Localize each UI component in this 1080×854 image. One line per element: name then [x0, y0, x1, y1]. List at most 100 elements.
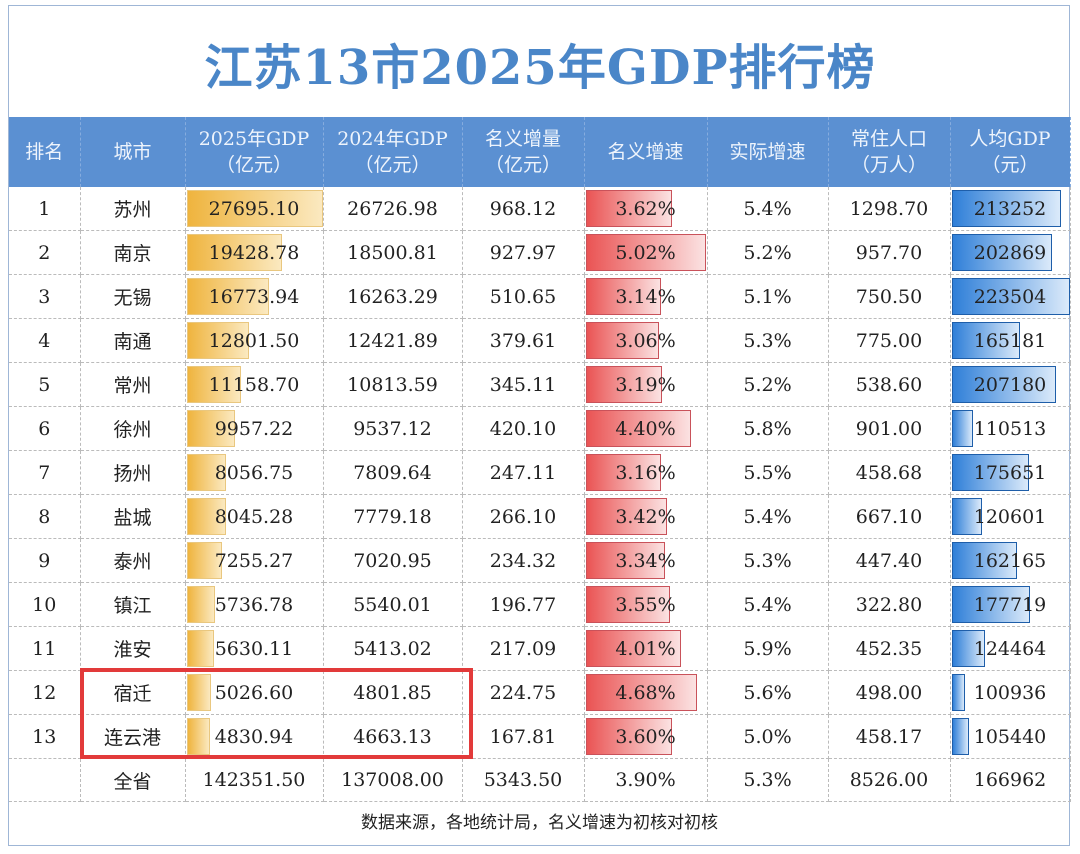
cell-value: 3.16%	[615, 461, 676, 484]
cell-value: 8045.28	[214, 505, 294, 528]
cell-value: 9957.22	[214, 417, 294, 440]
cell-value: 5.02%	[615, 241, 676, 264]
cell-value: 100936	[973, 681, 1047, 704]
cell-gdp-2024: 18500.81	[323, 230, 463, 275]
cell-value: 16773.94	[208, 285, 300, 308]
cell-value: 泰州	[113, 551, 152, 573]
cell-gdp-2024: 5540.01	[323, 582, 463, 627]
cell-value: 3.34%	[615, 549, 676, 572]
cell-rank: 6	[9, 406, 81, 451]
cell-value: 扬州	[113, 463, 152, 485]
cell-value: 11158.70	[208, 373, 300, 396]
cell-value: 538.60	[855, 373, 923, 396]
cell-value: 12	[32, 681, 57, 704]
cell-city: 连云港	[80, 714, 186, 759]
cell-population: 750.50	[828, 274, 951, 319]
cell-real-growth: 5.9%	[707, 626, 829, 671]
column-header-population: 常住人口 （万人）	[828, 117, 951, 187]
data-bar	[585, 498, 668, 535]
data-bar	[585, 674, 698, 711]
cell-nominal-increase: 224.75	[462, 670, 585, 715]
cell-value: 5.0%	[743, 725, 792, 748]
cell-gdp-2025: 8045.28	[185, 494, 324, 539]
cell-nominal-growth: 3.19%	[584, 362, 708, 407]
cell-value: 12801.50	[208, 329, 300, 352]
data-bar	[585, 234, 706, 271]
cell-real-growth: 5.8%	[707, 406, 829, 451]
cell-gdp-2024: 7020.95	[323, 538, 463, 583]
table-row: 10 镇江 5736.78 5540.01 196.77 3.55% 5.4% 322.80 1…	[9, 582, 1071, 627]
cell-gdp-per-capita: 110513	[950, 406, 1071, 451]
data-bar	[951, 586, 1031, 623]
cell-gdp-2024: 137008.00	[323, 758, 463, 802]
cell-value: 苏州	[113, 199, 152, 221]
cell-gdp-2025: 4830.94	[185, 714, 324, 759]
cell-nominal-increase: 196.77	[462, 582, 585, 627]
data-bar	[951, 718, 969, 755]
table-row: 8 盐城 8045.28 7779.18 266.10 3.42% 5.4% 667.10 12…	[9, 494, 1071, 539]
cell-value: 266.10	[489, 505, 557, 528]
cell-value: 196.77	[489, 593, 557, 616]
cell-value: 8056.75	[214, 461, 294, 484]
cell-nominal-increase: 266.10	[462, 494, 585, 539]
cell-value: 10813.59	[347, 373, 438, 396]
cell-gdp-per-capita: 100936	[950, 670, 1071, 715]
cell-value: 207180	[973, 373, 1047, 396]
cell-value: 连云港	[103, 727, 161, 749]
cell-value: 105440	[973, 725, 1047, 748]
cell-value: 224.75	[489, 681, 557, 704]
cell-value: 4830.94	[214, 725, 294, 748]
cell-value: 27695.10	[208, 197, 300, 220]
cell-gdp-2024: 4663.13	[323, 714, 463, 759]
cell-rank: 1	[9, 187, 81, 231]
cell-gdp-per-capita: 120601	[950, 494, 1071, 539]
cell-real-growth: 5.1%	[707, 274, 829, 319]
cell-rank: 2	[9, 230, 81, 275]
data-bar	[186, 498, 226, 535]
cell-population: 498.00	[828, 670, 951, 715]
table-row: 1 苏州 27695.10 26726.98 968.12 3.62% 5.4% 1298.7…	[9, 187, 1071, 231]
cell-nominal-growth: 4.68%	[584, 670, 708, 715]
cell-value: 167.81	[489, 725, 557, 748]
cell-city: 扬州	[80, 450, 186, 495]
cell-value: 379.61	[489, 329, 557, 352]
column-header-nominal-growth: 名义增速	[584, 117, 708, 187]
cell-gdp-2024: 5413.02	[323, 626, 463, 671]
cell-nominal-increase: 217.09	[462, 626, 585, 671]
cell-value: 234.32	[489, 549, 557, 572]
cell-value: 3.55%	[615, 593, 676, 616]
cell-value: 5.2%	[743, 241, 792, 264]
cell-value: 5.3%	[743, 329, 792, 352]
cell-gdp-2025: 12801.50	[185, 318, 324, 363]
cell-value: 458.68	[855, 461, 923, 484]
cell-value: 5736.78	[214, 593, 294, 616]
cell-gdp-per-capita: 177719	[950, 582, 1071, 627]
cell-value: 盐城	[113, 507, 152, 529]
cell-gdp-2024: 12421.89	[323, 318, 463, 363]
column-header-nominal-increase: 名义增量 （亿元）	[462, 117, 585, 187]
cell-nominal-growth: 3.55%	[584, 582, 708, 627]
cell-nominal-increase: 927.97	[462, 230, 585, 275]
cell-value: 13	[32, 725, 57, 748]
cell-nominal-increase: 510.65	[462, 274, 585, 319]
cell-nominal-increase: 345.11	[462, 362, 585, 407]
cell-gdp-2024: 7779.18	[323, 494, 463, 539]
cell-value: 175651	[973, 461, 1047, 484]
gdp-ranking-table: 排名 城市 2025年GDP （亿元） 2024年GDP （亿元） 名义增量 （亿元） 名义增速…	[9, 117, 1071, 802]
cell-value: 750.50	[855, 285, 923, 308]
cell-gdp-per-capita: 162165	[950, 538, 1071, 583]
cell-city: 宿迁	[80, 670, 186, 715]
cell-gdp-2024: 16263.29	[323, 274, 463, 319]
cell-gdp-2024: 10813.59	[323, 362, 463, 407]
cell-value: 968.12	[489, 197, 557, 220]
cell-value: 142351.50	[202, 769, 306, 791]
cell-value: 12421.89	[347, 329, 438, 352]
cell-value: 452.35	[855, 637, 923, 660]
cell-value: 常州	[113, 375, 152, 397]
cell-nominal-growth: 3.14%	[584, 274, 708, 319]
cell-gdp-2025: 5630.11	[185, 626, 324, 671]
cell-gdp-per-capita: 223504	[950, 274, 1071, 319]
cell-value: 137008.00	[341, 769, 444, 791]
cell-real-growth: 5.4%	[707, 187, 829, 231]
cell-gdp-2025: 16773.94	[185, 274, 324, 319]
